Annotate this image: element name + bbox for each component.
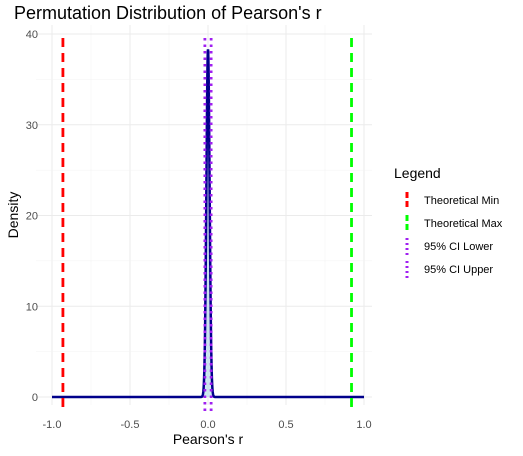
density-curve-group xyxy=(52,49,364,399)
x-tick-label: 0.0 xyxy=(200,419,215,431)
reference-lines xyxy=(61,38,353,413)
x-tick-label: -1.0 xyxy=(43,419,62,431)
x-axis: -1.0 -0.5 0.0 0.5 1.0 xyxy=(43,419,372,431)
legend-label: 95% CI Lower xyxy=(424,241,493,253)
y-axis-title: Density xyxy=(5,192,21,239)
legend: Legend Theoretical Min Theoretical Max 95%… xyxy=(394,165,503,278)
chart-title: Permutation Distribution of Pearson's r xyxy=(14,3,322,23)
y-axis: 0 10 20 30 40 xyxy=(26,29,38,404)
legend-title: Legend xyxy=(394,165,441,181)
y-tick-label: 20 xyxy=(26,211,38,223)
y-tick-label: 0 xyxy=(32,392,38,404)
y-tick-label: 40 xyxy=(26,29,38,41)
x-tick-label: 0.5 xyxy=(278,419,293,431)
legend-label: Theoretical Min xyxy=(424,195,499,207)
density-line xyxy=(52,49,364,399)
x-tick-label: 1.0 xyxy=(356,419,371,431)
x-tick-label: -0.5 xyxy=(121,419,140,431)
legend-label: 95% CI Upper xyxy=(424,264,493,276)
y-tick-label: 30 xyxy=(26,120,38,132)
x-axis-title: Pearson's r xyxy=(173,431,244,447)
legend-label: Theoretical Max xyxy=(424,218,503,230)
density-fill xyxy=(52,49,364,398)
y-tick-label: 10 xyxy=(26,301,38,313)
